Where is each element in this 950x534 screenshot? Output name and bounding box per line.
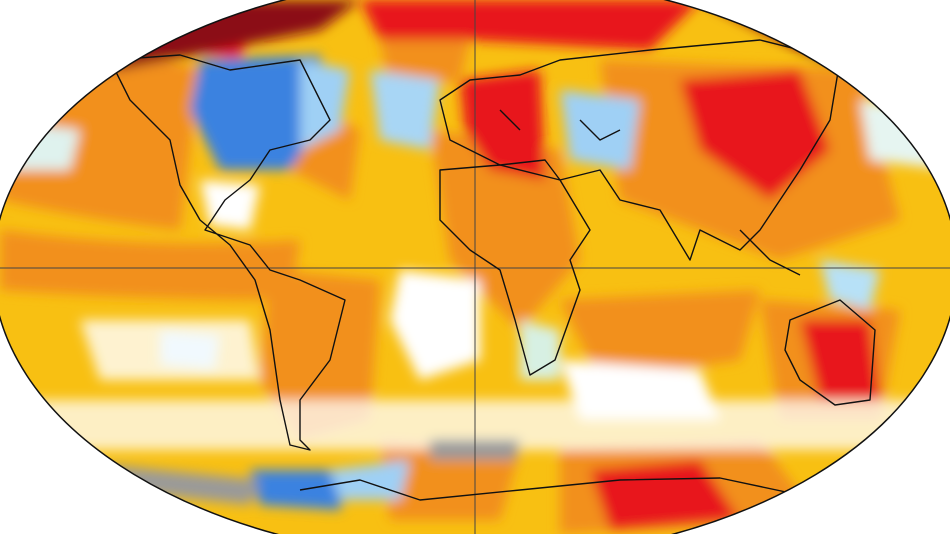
anomaly-regions <box>0 0 950 534</box>
map-field <box>0 0 950 534</box>
temperature-anomaly-map <box>0 0 950 534</box>
